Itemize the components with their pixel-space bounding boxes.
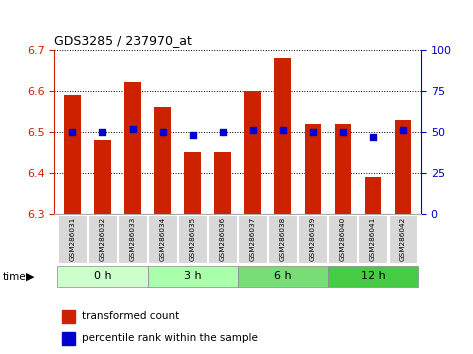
Text: 3 h: 3 h bbox=[184, 271, 201, 281]
Text: 6 h: 6 h bbox=[274, 271, 291, 281]
Text: GDS3285 / 237970_at: GDS3285 / 237970_at bbox=[54, 34, 192, 47]
Point bbox=[69, 129, 76, 135]
FancyBboxPatch shape bbox=[148, 215, 177, 263]
Bar bbox=[94, 140, 111, 214]
Point bbox=[339, 129, 347, 135]
Text: percentile rank within the sample: percentile rank within the sample bbox=[82, 333, 258, 343]
FancyBboxPatch shape bbox=[388, 215, 417, 263]
Point bbox=[369, 134, 377, 139]
Point bbox=[99, 129, 106, 135]
FancyBboxPatch shape bbox=[238, 266, 328, 287]
Bar bbox=[64, 95, 81, 214]
FancyBboxPatch shape bbox=[328, 266, 418, 287]
Point bbox=[129, 126, 136, 131]
Text: GSM286042: GSM286042 bbox=[400, 217, 406, 261]
FancyBboxPatch shape bbox=[148, 266, 238, 287]
Text: GSM286031: GSM286031 bbox=[70, 217, 75, 261]
FancyBboxPatch shape bbox=[178, 215, 207, 263]
Bar bbox=[245, 91, 261, 214]
Point bbox=[159, 129, 166, 135]
FancyBboxPatch shape bbox=[57, 266, 148, 287]
Bar bbox=[124, 82, 141, 214]
Text: GSM286034: GSM286034 bbox=[159, 217, 166, 261]
Text: GSM286033: GSM286033 bbox=[130, 217, 136, 261]
Text: 0 h: 0 h bbox=[94, 271, 111, 281]
FancyBboxPatch shape bbox=[328, 215, 357, 263]
FancyBboxPatch shape bbox=[359, 215, 387, 263]
Bar bbox=[184, 153, 201, 214]
FancyBboxPatch shape bbox=[238, 215, 267, 263]
FancyBboxPatch shape bbox=[208, 215, 237, 263]
Point bbox=[249, 127, 256, 133]
Text: 12 h: 12 h bbox=[360, 271, 385, 281]
Bar bbox=[154, 107, 171, 214]
Point bbox=[309, 129, 316, 135]
Text: GSM286039: GSM286039 bbox=[310, 217, 316, 261]
Text: GSM286032: GSM286032 bbox=[99, 217, 105, 261]
FancyBboxPatch shape bbox=[268, 215, 297, 263]
FancyBboxPatch shape bbox=[298, 215, 327, 263]
Bar bbox=[365, 177, 381, 214]
Text: GSM286040: GSM286040 bbox=[340, 217, 346, 261]
Bar bbox=[274, 58, 291, 214]
Text: GSM286041: GSM286041 bbox=[370, 217, 376, 261]
Text: GSM286035: GSM286035 bbox=[190, 217, 196, 261]
FancyBboxPatch shape bbox=[58, 215, 87, 263]
Text: ▶: ▶ bbox=[26, 272, 34, 282]
Bar bbox=[61, 310, 75, 323]
Bar bbox=[334, 124, 351, 214]
Bar bbox=[61, 332, 75, 345]
Text: GSM286038: GSM286038 bbox=[280, 217, 286, 261]
Bar bbox=[394, 120, 411, 214]
Point bbox=[399, 127, 407, 133]
FancyBboxPatch shape bbox=[88, 215, 117, 263]
Text: transformed count: transformed count bbox=[82, 312, 179, 321]
Bar bbox=[214, 153, 231, 214]
Point bbox=[189, 132, 196, 138]
Bar bbox=[305, 124, 321, 214]
Point bbox=[279, 127, 287, 133]
Text: GSM286037: GSM286037 bbox=[250, 217, 256, 261]
Text: GSM286036: GSM286036 bbox=[219, 217, 226, 261]
Text: time: time bbox=[2, 272, 26, 282]
Point bbox=[219, 129, 227, 135]
FancyBboxPatch shape bbox=[118, 215, 147, 263]
